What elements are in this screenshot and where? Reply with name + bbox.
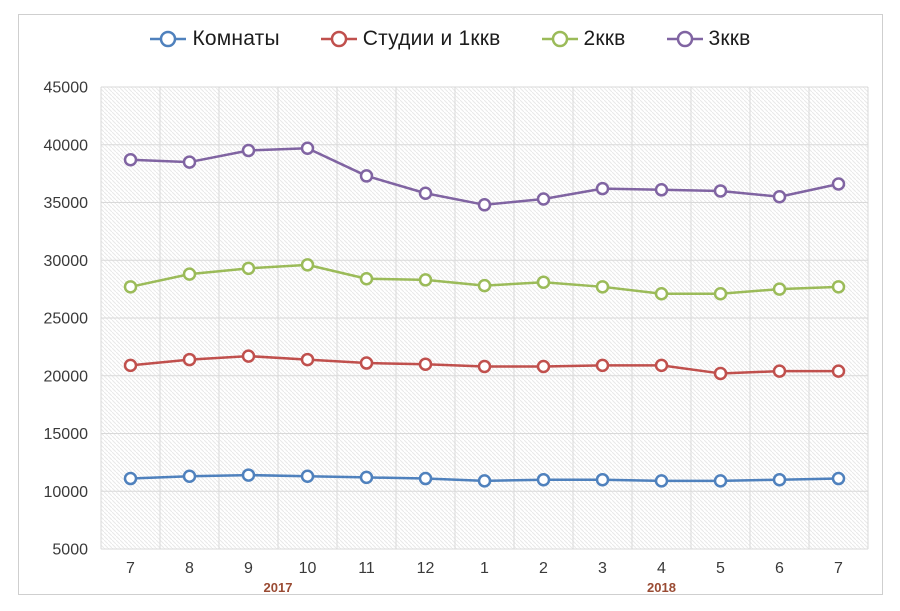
data-point-marker	[713, 286, 728, 301]
data-point-marker	[300, 469, 315, 483]
data-point-marker	[772, 282, 787, 296]
data-point-marker	[241, 468, 256, 482]
legend-label: 2ккв	[583, 27, 626, 50]
y-axis-tick-label: 15000	[44, 426, 89, 443]
data-point-marker	[831, 471, 846, 486]
x-axis-tick-label: 11	[358, 560, 375, 577]
data-point-marker	[654, 474, 669, 488]
x-axis-tick-label: 12	[417, 560, 435, 577]
y-axis-tick-label: 30000	[44, 253, 89, 270]
y-axis-tick-label: 10000	[44, 484, 89, 501]
x-axis-tick-label: 2	[539, 560, 548, 577]
data-point-marker	[713, 184, 728, 198]
x-axis-tick-label: 3	[598, 560, 607, 577]
x-axis-tick-label: 9	[244, 560, 253, 577]
data-point-marker	[418, 273, 433, 287]
legend-item[interactable]: Комнаты	[149, 27, 280, 51]
data-point-marker	[359, 271, 374, 286]
data-point-marker	[359, 356, 374, 370]
data-point-marker	[595, 358, 610, 373]
data-point-marker	[654, 286, 669, 301]
data-point-marker	[772, 189, 787, 204]
data-point-marker	[595, 181, 610, 196]
data-point-marker	[123, 471, 138, 486]
legend-item[interactable]: Студии и 1ккв	[320, 27, 501, 51]
data-point-marker	[477, 359, 492, 374]
x-axis-tick-label: 10	[299, 560, 317, 577]
data-point-marker	[595, 280, 610, 294]
data-point-marker	[123, 280, 138, 294]
y-axis-tick-label: 35000	[44, 195, 89, 212]
data-point-marker	[123, 153, 138, 167]
chart-frame-border	[18, 14, 883, 595]
data-point-marker	[418, 471, 433, 486]
data-point-marker	[536, 472, 551, 487]
chart-legend: Комнаты Студии и 1ккв 2ккв 3ккв	[0, 27, 900, 51]
data-point-marker	[241, 143, 256, 158]
data-point-marker	[182, 267, 197, 281]
data-point-marker	[300, 141, 315, 155]
y-axis-tick-label: 25000	[44, 311, 89, 328]
x-axis-tick-label: 7	[126, 560, 135, 577]
y-axis-tick-label: 40000	[44, 137, 89, 154]
x-axis-tick-label: 6	[775, 560, 784, 577]
legend-label: 3ккв	[708, 27, 751, 50]
x-axis-tick-label: 8	[185, 560, 194, 577]
y-axis-tick-label: 20000	[44, 368, 89, 385]
x-axis-tick-label: 4	[657, 560, 666, 577]
legend-label: Комнаты	[192, 27, 280, 50]
x-axis-tick-label: 7	[834, 560, 843, 577]
data-point-marker	[182, 469, 197, 483]
y-axis-tick-label: 45000	[44, 80, 89, 97]
data-point-marker	[477, 198, 492, 212]
data-point-marker	[123, 358, 138, 373]
legend-series-marker-icon	[666, 30, 703, 48]
data-point-marker	[654, 358, 669, 373]
data-point-marker	[772, 472, 787, 487]
data-point-marker	[713, 474, 728, 488]
legend-label: Студии и 1ккв	[362, 27, 501, 50]
legend-item[interactable]: 3ккв	[666, 27, 751, 51]
data-point-marker	[359, 470, 374, 485]
data-point-marker	[654, 183, 669, 197]
x-axis-tick-label: 1	[480, 560, 489, 577]
legend-series-marker-icon	[150, 30, 187, 48]
data-point-marker	[477, 278, 492, 293]
y-axis-tick-label: 5000	[52, 542, 88, 559]
year-label: 2018	[647, 580, 676, 595]
legend-series-marker-icon	[541, 30, 578, 48]
data-point-marker	[300, 352, 315, 367]
data-point-marker	[831, 177, 846, 191]
data-point-marker	[536, 275, 551, 289]
year-label: 2017	[264, 580, 293, 595]
data-point-marker	[300, 258, 315, 272]
x-axis-tick-label: 5	[716, 560, 725, 577]
data-point-marker	[536, 359, 551, 374]
data-point-marker	[241, 349, 256, 363]
data-point-marker	[359, 169, 374, 183]
data-point-marker	[595, 472, 610, 487]
data-point-marker	[831, 364, 846, 378]
data-point-marker	[831, 280, 846, 294]
data-point-marker	[241, 261, 256, 276]
data-point-marker	[772, 364, 787, 378]
data-point-marker	[477, 474, 492, 488]
data-point-marker	[418, 357, 433, 371]
data-point-marker	[418, 186, 433, 201]
data-point-marker	[713, 366, 728, 381]
data-point-marker	[536, 192, 551, 206]
legend-item[interactable]: 2ккв	[541, 27, 626, 51]
legend-series-marker-icon	[320, 30, 357, 48]
data-point-marker	[182, 155, 197, 169]
data-point-marker	[182, 352, 197, 367]
